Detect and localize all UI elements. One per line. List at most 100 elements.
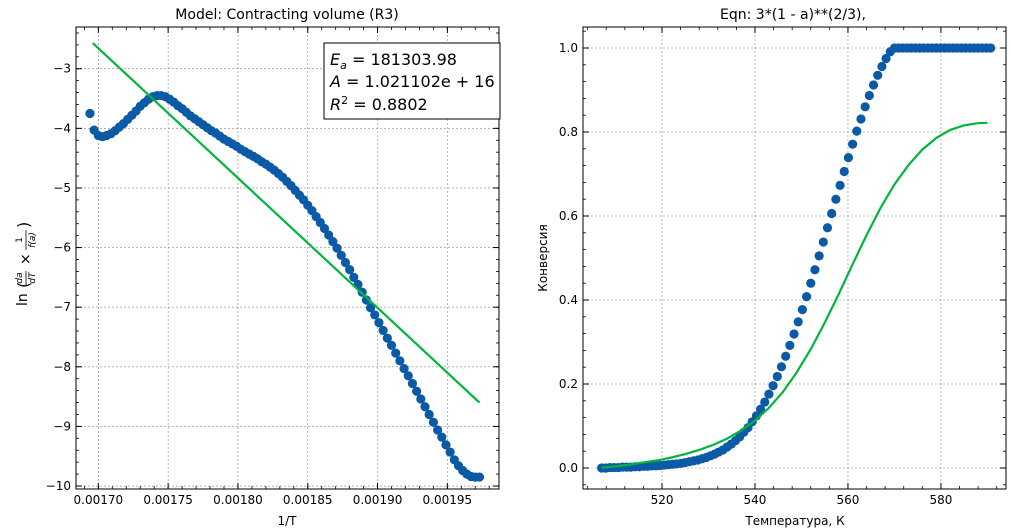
ylabel-frac2-num: 1 [15,237,25,243]
r2-value: = 0.8802 [348,95,428,114]
y-tick-label: 0.0 [559,461,578,475]
data-point [818,237,828,247]
a-value: = 1.021102e + 16 [341,72,495,91]
data-point [848,139,858,149]
data-point [793,317,803,327]
right-chart-title: Eqn: 3*(1 - a)**(2/3), [720,7,866,23]
y-tick-label: −6 [53,241,71,255]
data-point [827,208,837,219]
data-point [776,362,787,372]
right-chart-grid [583,27,1006,489]
data-point [382,333,392,343]
data-point [332,243,342,253]
model-curve [601,121,988,469]
annotation-ea: Ea = 181303.98 [330,50,457,72]
data-point [760,397,770,407]
data-point [852,126,862,136]
data-point [424,409,434,420]
left-chart-marks [85,42,485,482]
x-tick-label: 0.00185 [283,493,333,507]
data-point [772,371,782,382]
data-point [764,389,774,399]
left-chart-frame [75,26,500,490]
y-tick-label: 0.6 [559,209,578,223]
data-point [324,230,334,240]
data-point [345,265,355,275]
left-chart-annotation: Ea = 181303.98 A = 1.021102e + 16 R2 = 0… [323,42,501,120]
ea-value: = 181303.98 [347,50,457,69]
data-point [831,194,841,204]
y-tick-label: 0.8 [559,125,578,139]
y-tick-label: −9 [53,419,71,433]
left-chart-ylabel: ln ( da dT × 1 f(a) ) [14,222,38,306]
right-chart-ticks: 520 540 560 580 0.0 0.2 0.4 0.6 0.8 1.0 [559,27,1006,507]
x-tick-label: 0.00175 [143,493,193,507]
data-point [420,402,430,412]
y-tick-label: −8 [53,360,71,374]
a-symbol: A [329,72,341,91]
right-chart: Eqn: 3*(1 - a)**(2/3), 520 540 560 580 0.0 0.… [536,7,1007,528]
data-point [445,447,455,457]
data-point [835,180,845,190]
x-tick-label: 540 [744,493,767,507]
data-point [395,356,405,366]
annotation-r2: R2 = 0.8802 [330,94,428,114]
x-tick-label: 0.00195 [423,493,473,507]
data-point [822,223,833,233]
data-point [856,114,866,124]
y-tick-label: −5 [53,181,71,195]
right-chart-ylabel: Конверсия [536,224,550,291]
data-point [755,404,766,414]
x-tick-label: 520 [651,493,674,507]
left-chart: Model: Contracting volume (R3) 0.00170 0.… [14,7,501,528]
data-point [370,310,380,320]
ylabel-frac2-den: f(a) [28,232,38,248]
data-point [437,432,447,442]
data-point [328,237,338,247]
fit-line [92,42,481,404]
ylabel-frac1-num: da [15,272,25,283]
ylabel-frac1-den: dT [28,271,38,284]
y-tick-label: −10 [46,479,71,493]
data-point [843,153,854,163]
y-tick-label: −4 [53,121,71,135]
data-point [864,90,874,101]
data-point [361,295,371,305]
x-tick-label: 0.00190 [353,493,403,507]
data-point [412,386,422,396]
y-tick-label: −3 [53,62,71,76]
data-point [986,43,996,53]
y-tick-label: −7 [53,300,71,314]
data-point [336,250,346,260]
data-point [85,108,95,119]
data-point [374,318,384,328]
data-point [416,394,426,404]
data-point [873,70,883,80]
data-point [781,351,791,361]
data-point [391,348,401,358]
y-tick-label: 0.2 [559,377,578,391]
data-point [877,61,887,72]
y-tick-label: 0.4 [559,293,578,307]
data-point [810,265,820,275]
data-point [428,417,438,427]
data-point [365,303,376,313]
data-point [474,472,485,482]
data-point [860,102,870,112]
left-chart-ticks: 0.00170 0.00175 0.00180 0.00185 0.00190 0.001… [46,27,499,507]
x-tick-label: 0.00170 [74,493,124,507]
data-point [378,325,388,336]
data-point [839,166,849,177]
data-point [768,381,778,391]
data-point [801,292,812,302]
ylabel-paren-close: ) [14,222,33,228]
data-point [806,278,816,288]
data-point [441,440,451,450]
left-chart-xlabel: 1/T [277,514,297,528]
left-chart-title: Model: Contracting volume (R3) [175,7,398,23]
x-tick-label: 560 [837,493,860,507]
data-point [432,425,443,435]
y-tick-label: 1.0 [559,41,578,55]
data-point [785,340,795,350]
